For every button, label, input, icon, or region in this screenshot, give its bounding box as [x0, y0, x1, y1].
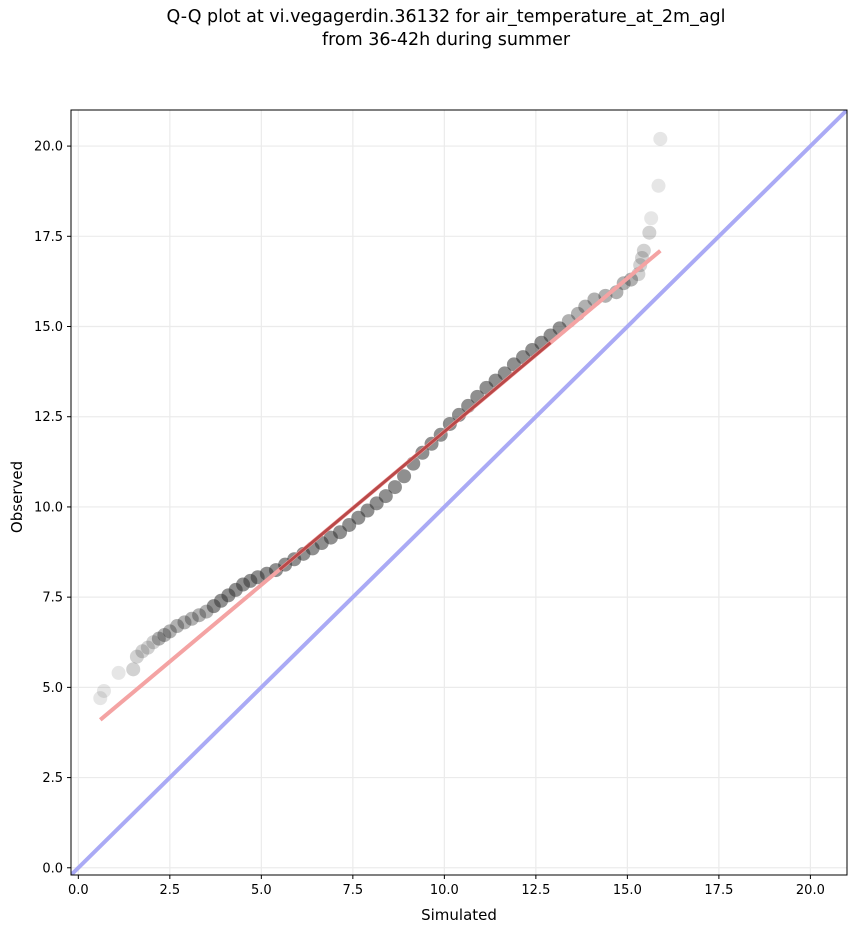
x-tick-label: 15.0: [613, 883, 642, 898]
plot-frame: [70, 109, 848, 876]
data-point: [135, 644, 150, 659]
y-tick-label: 12.5: [34, 410, 63, 425]
y-tick-label: 15.0: [34, 320, 63, 335]
data-point: [378, 489, 393, 504]
x-axis-label: Simulated: [421, 906, 497, 924]
data-point: [184, 611, 199, 626]
identity-line-segment: [71, 110, 847, 875]
y-axis-ticks: 0.0 2.5 5.0 7.5 10.0 12.5 15.0 17.5 20.0: [34, 140, 71, 876]
y-tick-label: 17.5: [34, 230, 63, 245]
data-point: [111, 665, 126, 680]
x-tick-label: 0.0: [68, 883, 89, 898]
y-tick-label: 2.5: [42, 771, 63, 786]
fit-line: [98, 249, 662, 722]
x-tick-label: 20.0: [796, 883, 825, 898]
y-tick-label: 7.5: [42, 591, 63, 606]
x-tick-label: 2.5: [159, 883, 180, 898]
data-point: [653, 131, 668, 146]
x-tick-label: 5.0: [251, 883, 272, 898]
identity-line: [71, 110, 847, 875]
data-point: [397, 469, 412, 484]
data-point: [151, 631, 166, 646]
data-point: [177, 615, 192, 630]
y-tick-label: 5.0: [42, 681, 63, 696]
data-point: [192, 608, 207, 623]
y-axis-label: Observed: [8, 461, 26, 533]
data-point: [140, 640, 155, 655]
data-point: [146, 635, 161, 650]
data-point: [387, 480, 402, 495]
chart-title: Q-Q plot at vi.vegagerdin.36132 for air_…: [0, 6, 856, 52]
x-axis-ticks: 0.0 2.5 5.0 7.5 10.0 12.5 15.0 17.5 20.0: [68, 875, 825, 898]
data-point: [644, 211, 659, 226]
x-tick-label: 7.5: [343, 883, 364, 898]
data-point: [636, 243, 651, 258]
fit-line-dense-segment: [278, 341, 552, 571]
x-tick-label: 12.5: [521, 883, 550, 898]
y-tick-label: 10.0: [34, 500, 63, 515]
y-tick-label: 20.0: [34, 140, 63, 155]
data-point: [162, 624, 177, 639]
grid-lines: [71, 110, 847, 875]
x-tick-label: 10.0: [430, 883, 459, 898]
data-point: [129, 649, 144, 664]
x-tick-label: 17.5: [704, 883, 733, 898]
data-point: [642, 225, 657, 240]
plot-area: [71, 110, 847, 875]
data-point: [170, 619, 185, 634]
data-point: [651, 178, 666, 193]
data-points: [93, 131, 668, 706]
data-point: [157, 628, 172, 643]
chart-title-line-1: Q-Q plot at vi.vegagerdin.36132 for air_…: [166, 7, 726, 27]
chart-title-line-2: from 36-42h during summer: [321, 30, 571, 50]
data-point: [93, 691, 108, 706]
data-point: [126, 662, 141, 677]
y-tick-label: 0.0: [42, 861, 63, 876]
data-point: [96, 683, 111, 698]
